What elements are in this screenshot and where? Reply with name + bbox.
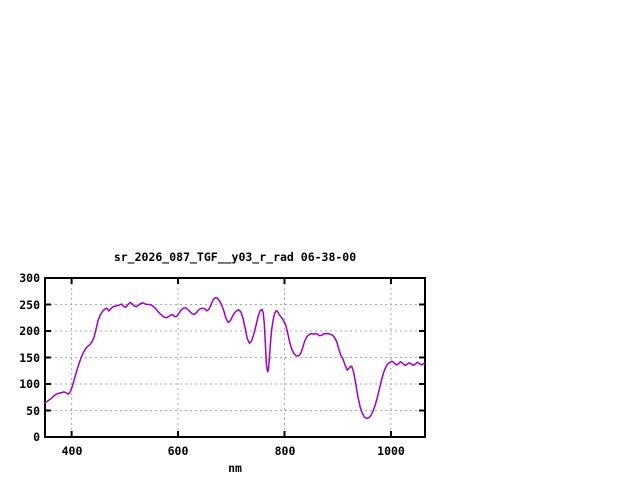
y-tick-label: 250 [19, 298, 40, 312]
chart-title: sr_2026_087_TGF__y03_r_rad 06-38-00 [113, 250, 357, 264]
y-tick-label: 200 [19, 324, 40, 338]
x-axis-title: nm [228, 461, 242, 475]
x-tick-label: 600 [167, 444, 189, 458]
x-tick-label: 1000 [377, 444, 405, 458]
y-tick-label: 0 [33, 430, 40, 444]
y-tick-label: 150 [19, 351, 40, 365]
y-tick-label: 100 [19, 377, 40, 391]
y-tick-label: 50 [26, 404, 40, 418]
y-tick-label: 300 [19, 271, 40, 285]
x-tick-label: 800 [274, 444, 296, 458]
x-tick-label: 400 [61, 444, 83, 458]
